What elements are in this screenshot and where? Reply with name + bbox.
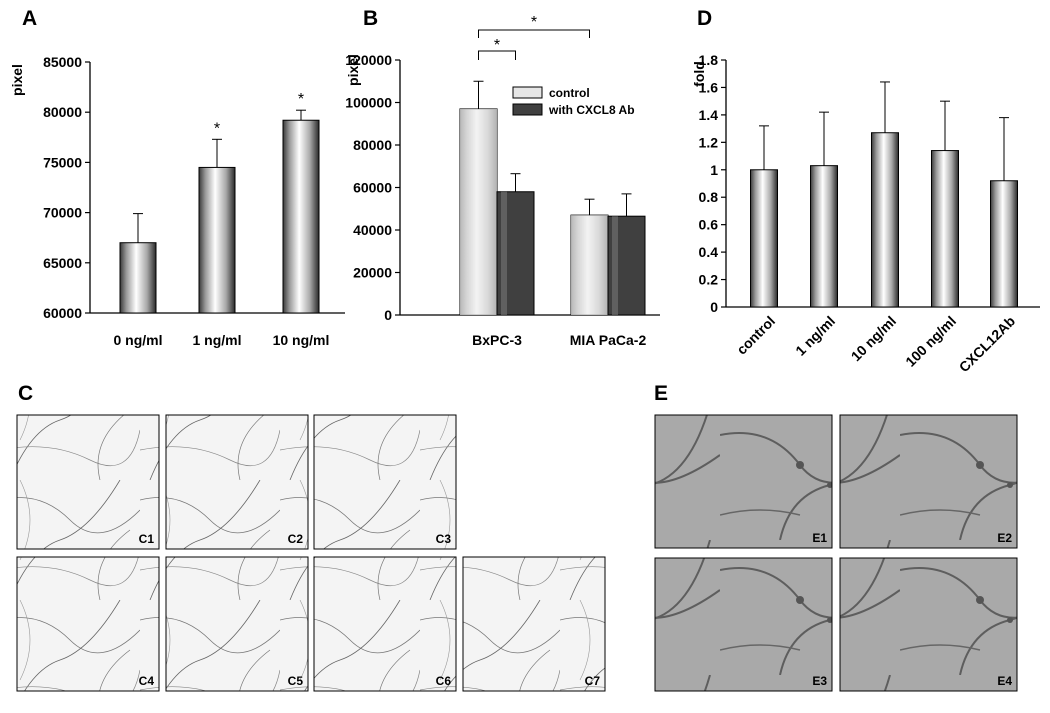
chart-b-bar-tint [571,215,608,315]
chart-b-significance-bracket [478,29,590,38]
chart-a-y-axis-title: pixel [9,64,25,96]
chart-a-significance-star: * [214,120,220,137]
chart-d-ytick-label: 0.4 [699,244,719,260]
chart-d-ytick-label: 0 [710,299,718,315]
micrograph-c-image [462,556,606,692]
chart-a-xtick-label: 1 ng/ml [192,332,241,348]
micrograph-c-label: C4 [139,674,155,688]
chart-b-bar-highlight [612,216,618,315]
micrograph-e-image [839,557,1018,692]
chart-a-bar [198,166,236,314]
chart-a-xtick-label: 0 ng/ml [113,332,162,348]
chart-d-ytick-label: 1.4 [699,107,719,123]
chart-a-ytick-label: 85000 [43,54,82,70]
micrograph-e-image [654,557,833,692]
micrograph-c-label: C7 [585,674,601,688]
chart-a-ytick-label: 65000 [43,255,82,271]
micrograph-c-image [16,414,160,550]
chart-a-ytick-label: 75000 [43,154,82,170]
micrograph-e-image [839,414,1018,549]
micrograph-c-image [16,556,160,692]
micrograph-c-label: C1 [139,532,155,546]
micrograph-c-image [313,556,457,692]
micrograph-e-label: E2 [997,531,1012,545]
chart-a: 60000 65000 70000 75000 80000 85000 pixel 0 ng/… [9,54,345,348]
chart-b-significance-star: * [531,14,537,31]
chart-b-ytick-label: 0 [384,307,392,323]
micrograph-c-image [165,414,309,550]
chart-b-bar-highlight [501,191,507,315]
chart-b-significance-bracket [478,50,516,60]
chart-a-bar [282,119,320,314]
chart-b-ytick-label: 40000 [353,222,392,238]
chart-b-legend-label: with CXCL8 Ab [548,103,635,117]
chart-d-ytick-label: 1.2 [699,134,719,150]
micrograph-c-label: C5 [288,674,304,688]
chart-b-bar-tint [460,108,497,315]
chart-d-ytick-label: 0.2 [699,272,719,288]
micrograph-c-label: C2 [288,532,304,546]
chart-d-xtick-label: 1 ng/ml [792,313,838,359]
panel-letter-b: B [363,7,378,30]
chart-b-legend-swatch [512,86,543,99]
micrograph-e-label: E3 [812,674,827,688]
panel-letter-a: A [22,7,37,30]
chart-b-legend-swatch [512,103,543,116]
micrograph-e-label: E1 [812,531,827,545]
chart-d-xtick-label: control [733,313,778,358]
image-grid-c: C1 C2 C3 C4 C5 C6 C7 [16,414,606,692]
chart-b-y-axis-title: pixel [345,54,361,86]
chart-d-y-axis-title: fold [691,61,707,87]
micrograph-c-label: C3 [436,532,452,546]
chart-b-ytick-label: 100000 [345,95,392,111]
chart-d-ytick-label: 0.8 [699,189,719,205]
chart-d-bar [931,150,959,308]
chart-a-bar [119,242,157,314]
chart-d-ytick-label: 1 [710,162,718,178]
chart-d-xtick-label: CXCL12Ab [956,313,1018,375]
chart-d-ytick-label: 1.8 [699,52,719,68]
chart-b-xtick-label: MIA PaCa-2 [570,332,647,348]
micrograph-c-image [313,414,457,550]
chart-d-bar [750,169,778,308]
panel-letter-d: D [697,7,712,30]
chart-b-ytick-label: 20000 [353,265,392,281]
chart-b-ytick-label: 60000 [353,180,392,196]
chart-d-bar [871,132,899,308]
chart-a-ytick-label: 80000 [43,104,82,120]
chart-b-ytick-label: 80000 [353,137,392,153]
panel-letter-e: E [654,382,668,405]
chart-a-ytick-label: 70000 [43,205,82,221]
chart-d-bar [990,180,1018,308]
chart-d-ytick-label: 0.6 [699,217,719,233]
panel-letter-c: C [18,382,33,405]
micrograph-e-label: E4 [997,674,1012,688]
chart-d-xtick-label: 100 ng/ml [902,313,959,370]
chart-b-xtick-label: BxPC-3 [472,332,522,348]
chart-a-ytick-label: 60000 [43,305,82,321]
chart-a-xtick-label: 10 ng/ml [273,332,330,348]
chart-d-ytick-label: 1.6 [699,79,719,95]
chart-d-xtick-label: 10 ng/ml [848,313,899,364]
micrograph-c-label: C6 [436,674,452,688]
micrograph-c-image [165,556,309,692]
chart-b-ytick-label: 120000 [345,52,392,68]
chart-b-legend-label: control [549,86,590,100]
chart-b-significance-star: * [494,37,500,54]
chart-d-bar [810,165,838,308]
image-grid-e: E1 E2 E3 E4 [654,414,1018,692]
micrograph-e-image [654,414,833,549]
chart-a-significance-star: * [298,91,304,108]
